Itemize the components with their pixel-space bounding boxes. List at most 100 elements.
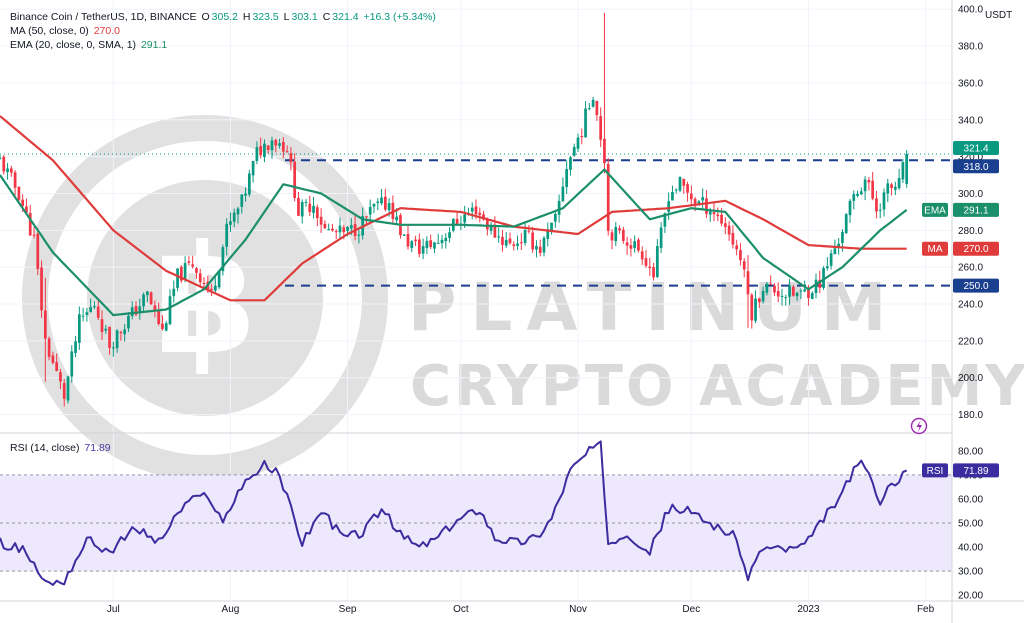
rsi-legend-label: RSI (14, close) — [10, 442, 80, 454]
candle-body — [259, 146, 263, 156]
candle-body — [81, 315, 85, 317]
candle-body — [266, 145, 270, 150]
candle-body — [572, 147, 576, 156]
candle-body — [791, 286, 795, 296]
candle-body — [6, 168, 9, 173]
candle-body — [210, 288, 213, 290]
candle-body — [315, 207, 319, 219]
price-tick-label: 340.0 — [958, 115, 983, 126]
watermark: ฿ PLATINUM CRYPTO ACADEMY — [22, 115, 1024, 481]
candle-body — [761, 291, 765, 302]
candle-body — [55, 362, 59, 372]
candle-body — [474, 206, 478, 215]
candle-body — [489, 226, 493, 231]
candle-body — [383, 196, 387, 210]
candle-body — [538, 246, 542, 253]
candle-body — [66, 376, 70, 401]
ma-badge-bg — [953, 241, 999, 256]
candle-body — [784, 297, 788, 299]
candle-body — [875, 198, 878, 212]
candle-body — [179, 266, 183, 281]
ma-badge: 270.0 — [963, 244, 988, 255]
resistance-badge: 318.0 — [963, 162, 988, 173]
candle-body — [225, 223, 229, 247]
open-label: O — [201, 11, 210, 23]
candle-body — [402, 234, 406, 236]
candle-body — [569, 157, 572, 170]
ema-20-line — [0, 168, 908, 317]
candle-body — [202, 282, 206, 284]
candle-body — [512, 244, 516, 247]
ma-legend[interactable]: MA (50, close, 0) 270.0 — [10, 24, 122, 38]
candle-body — [501, 236, 504, 245]
candle-body — [331, 228, 334, 231]
candle-body — [610, 232, 614, 241]
symbol-legend: Binance Coin / TetherUS, 1D, BINANCE O 30… — [10, 10, 438, 24]
alert-icon[interactable] — [910, 417, 928, 435]
candle-body — [13, 172, 17, 188]
candle-body — [164, 323, 168, 331]
candle-body — [157, 311, 161, 324]
currency-label: USDT — [985, 10, 1012, 21]
ma-lines — [0, 115, 908, 317]
candle-body — [244, 193, 247, 196]
candle-body — [297, 198, 300, 216]
symbol-name: Binance Coin / TetherUS, 1D, BINANCE — [10, 11, 197, 23]
rsi-legend-value: 71.89 — [84, 442, 111, 454]
candle-body — [595, 100, 599, 116]
candle-body — [550, 222, 553, 231]
candle-body — [357, 234, 361, 236]
candle-body — [584, 108, 587, 138]
ema-tag: EMA — [924, 205, 946, 216]
candle-body — [448, 232, 451, 239]
candle-body — [603, 138, 606, 164]
candle-body — [890, 184, 893, 188]
candle-body — [591, 99, 595, 107]
rsi-tick-label: 40.00 — [958, 543, 983, 554]
ma-50-line — [0, 115, 907, 302]
candle-body — [735, 245, 739, 250]
rsi-legend[interactable]: RSI (14, close) 71.89 — [10, 441, 113, 455]
candle-body — [621, 229, 625, 241]
candle-body — [270, 140, 274, 151]
price-tick-label: 260.0 — [958, 263, 983, 274]
candle-body — [414, 239, 417, 242]
candle-body — [750, 294, 754, 321]
price-tick-label: 200.0 — [958, 373, 983, 384]
candle-body — [742, 261, 746, 270]
candle-body — [168, 296, 172, 325]
open-value: 305.2 — [211, 11, 238, 23]
candle-body — [901, 162, 905, 180]
candle-body — [93, 306, 96, 308]
candle-body — [637, 239, 640, 251]
candle-body — [77, 314, 81, 343]
candle-body — [111, 347, 115, 349]
candle-body — [814, 279, 818, 294]
candle-body — [523, 230, 527, 243]
candle-body — [852, 194, 856, 201]
candle-body — [28, 212, 32, 236]
candle-body — [463, 214, 467, 223]
high-value: 323.5 — [252, 11, 279, 23]
candle-body — [844, 214, 848, 234]
price-tick-label: 400.0 — [958, 5, 983, 16]
candle-body — [788, 285, 791, 297]
candle-body — [606, 164, 610, 231]
candle-body — [516, 243, 519, 246]
candle-body — [59, 372, 62, 382]
price-badge-bg — [953, 141, 999, 156]
candle-body — [765, 283, 769, 293]
candle-body — [723, 223, 727, 228]
price-tick-label: 380.0 — [958, 42, 983, 53]
candle-body — [240, 194, 244, 207]
watermark-ring — [22, 115, 388, 481]
candle-body — [40, 267, 43, 311]
candle-body — [689, 193, 693, 200]
candle-body — [213, 285, 217, 291]
candle-body — [504, 239, 508, 246]
candle-body — [546, 229, 550, 239]
ema-legend[interactable]: EMA (20, close, 0, SMA, 1) 291.1 — [10, 38, 169, 52]
candle-body — [25, 206, 28, 213]
ema-legend-value: 291.1 — [140, 39, 168, 51]
